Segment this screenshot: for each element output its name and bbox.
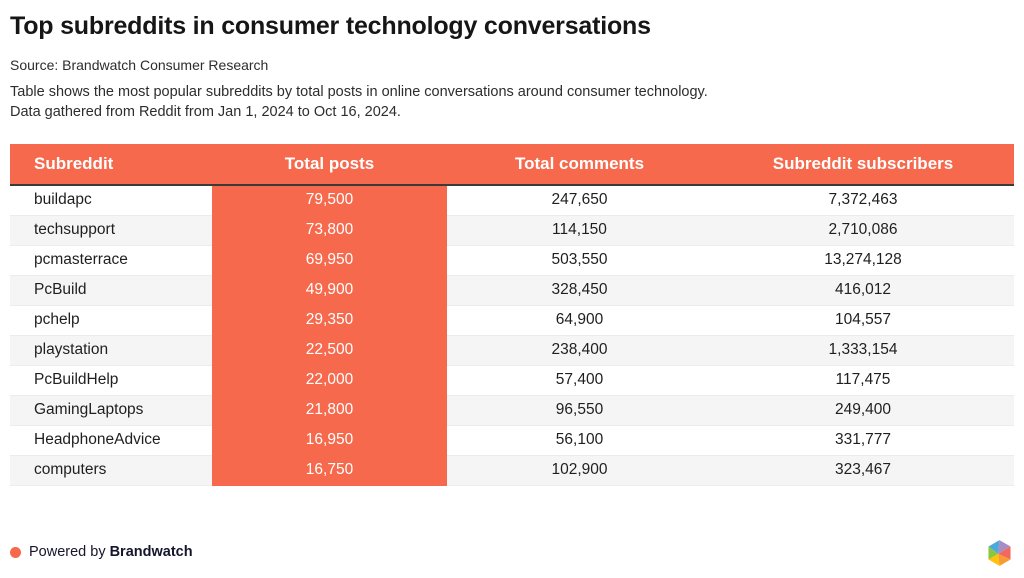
page-title: Top subreddits in consumer technology co… [10,12,651,40]
cell-total-posts: 69,950 [212,245,447,276]
cell-subreddit: pcmasterrace [10,245,212,276]
table-row: PcBuildHelp 22,000 57,400 117,475 [10,365,1014,396]
column-header-subreddit: Subreddit [10,144,212,186]
subreddits-table: Subreddit Total posts Total comments Sub… [10,144,1014,486]
cell-total-posts: 79,500 [212,185,447,216]
cell-subreddit: HeadphoneAdvice [10,425,212,456]
cell-total-comments: 114,150 [447,215,712,246]
table-row: pcmasterrace 69,950 503,550 13,274,128 [10,245,1014,276]
table-header-row: Subreddit Total posts Total comments Sub… [10,144,1014,186]
powered-by-footer: Powered by Brandwatch [10,544,193,560]
cell-subscribers: 13,274,128 [712,245,1014,276]
cell-subscribers: 2,710,086 [712,215,1014,246]
cell-total-comments: 57,400 [447,365,712,396]
cell-total-comments: 96,550 [447,395,712,426]
cell-subscribers: 1,333,154 [712,335,1014,366]
column-header-total-comments: Total comments [447,144,712,186]
cell-total-posts: 49,900 [212,275,447,306]
table-row: techsupport 73,800 114,150 2,710,086 [10,215,1014,246]
cell-total-comments: 238,400 [447,335,712,366]
description-line-2: Data gathered from Reddit from Jan 1, 20… [10,104,401,120]
cell-total-comments: 247,650 [447,185,712,216]
table-row: playstation 22,500 238,400 1,333,154 [10,335,1014,366]
cell-total-comments: 64,900 [447,305,712,336]
table-body: buildapc 79,500 247,650 7,372,463 techsuppor… [10,185,1014,486]
table-row: PcBuild 49,900 328,450 416,012 [10,275,1014,306]
cell-subscribers: 416,012 [712,275,1014,306]
table-row: GamingLaptops 21,800 96,550 249,400 [10,395,1014,426]
cell-total-posts: 29,350 [212,305,447,336]
source-line: Source: Brandwatch Consumer Research [10,57,269,73]
table-row: computers 16,750 102,900 323,467 [10,455,1014,486]
table-row: buildapc 79,500 247,650 7,372,463 [10,185,1014,216]
cell-subreddit: PcBuildHelp [10,365,212,396]
cell-subreddit: computers [10,455,212,486]
cell-total-posts: 21,800 [212,395,447,426]
brand-dot-icon [10,546,21,558]
cell-subreddit: PcBuild [10,275,212,306]
cell-subscribers: 7,372,463 [712,185,1014,216]
description-line-1: Table shows the most popular subreddits … [10,84,708,100]
cell-total-comments: 102,900 [447,455,712,486]
column-header-total-posts: Total posts [212,144,447,186]
report-card: Top subreddits in consumer technology co… [10,12,1014,566]
cell-subreddit: buildapc [10,185,212,216]
cell-total-comments: 56,100 [447,425,712,456]
table-row: HeadphoneAdvice 16,950 56,100 331,777 [10,425,1014,456]
table-row: pchelp 29,350 64,900 104,557 [10,305,1014,336]
cell-subscribers: 249,400 [712,395,1014,426]
powered-by-label: Powered by [29,544,106,560]
cell-total-comments: 328,450 [447,275,712,306]
cell-total-posts: 73,800 [212,215,447,246]
cell-total-posts: 22,500 [212,335,447,366]
cell-total-posts: 16,950 [212,425,447,456]
column-header-subscribers: Subreddit subscribers [712,144,1014,186]
cell-subscribers: 331,777 [712,425,1014,456]
cell-subreddit: pchelp [10,305,212,336]
cell-subscribers: 117,475 [712,365,1014,396]
brandwatch-logo-icon [988,540,1011,566]
cell-subreddit: techsupport [10,215,212,246]
cell-subreddit: playstation [10,335,212,366]
cell-subreddit: GamingLaptops [10,395,212,426]
cell-total-posts: 16,750 [212,455,447,486]
cell-subscribers: 104,557 [712,305,1014,336]
cell-total-comments: 503,550 [447,245,712,276]
brand-name: Brandwatch [109,544,193,560]
cell-total-posts: 22,000 [212,365,447,396]
cell-subscribers: 323,467 [712,455,1014,486]
